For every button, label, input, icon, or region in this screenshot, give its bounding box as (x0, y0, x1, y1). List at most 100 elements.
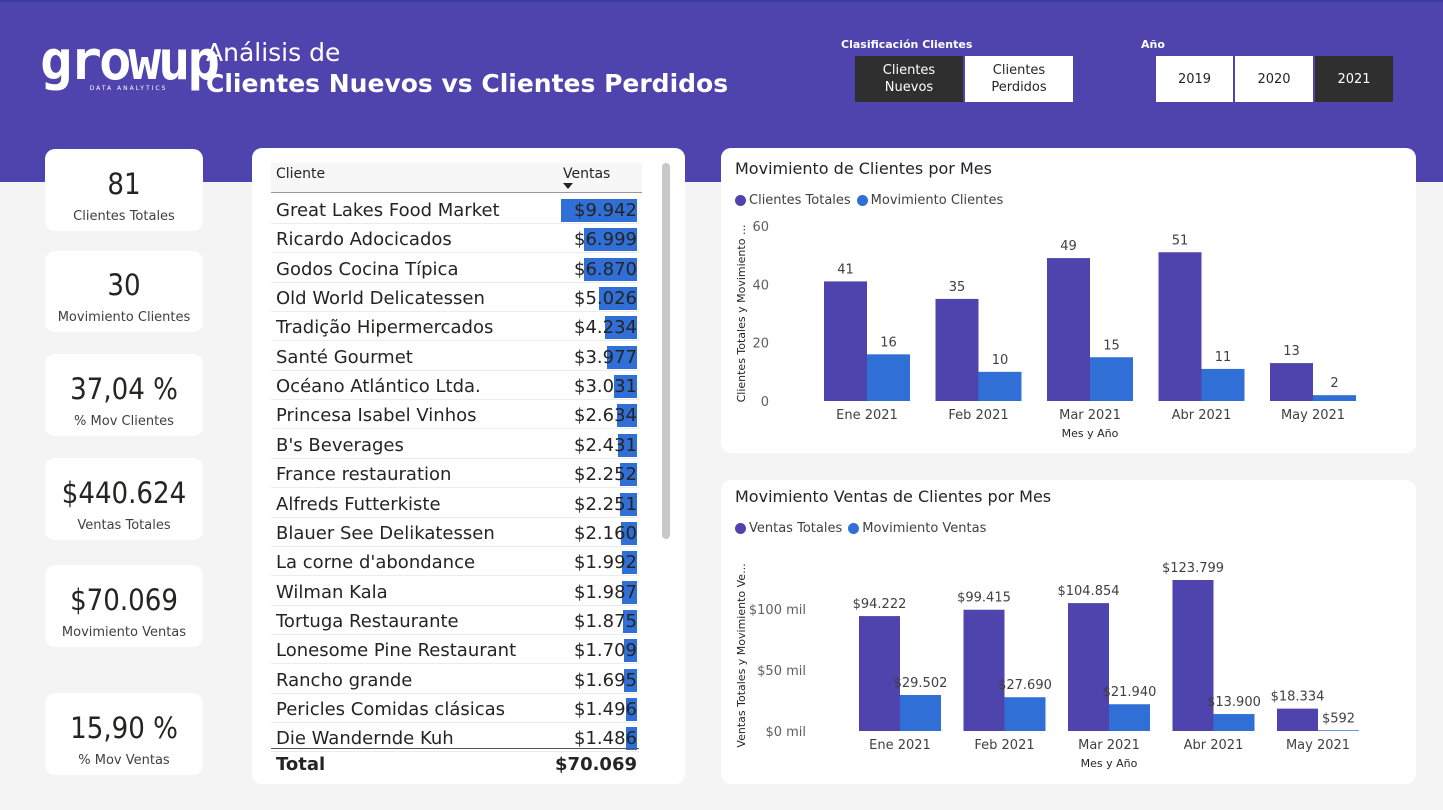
x-tick-label: Abr 2021 (1172, 408, 1232, 423)
table-row[interactable]: Great Lakes Food Market $9.942 (271, 195, 639, 224)
table-row[interactable]: Rancho grande $1.695 (271, 665, 639, 694)
y-tick-label: 20 (752, 337, 769, 352)
table-row[interactable]: Alfreds Futterkiste $2.251 (271, 489, 639, 518)
legend-label: Movimiento Ventas (862, 521, 987, 536)
x-tick-label: Feb 2021 (948, 408, 1008, 423)
slicer-option-2019[interactable]: 2019 (1156, 56, 1233, 102)
databar (584, 257, 637, 281)
table-row[interactable]: Princesa Isabel Vinhos $2.634 (271, 400, 639, 430)
data-label: $27.690 (998, 678, 1052, 693)
table-row[interactable]: La corne d'abondance $1.992 (271, 547, 639, 577)
bar (1313, 395, 1356, 401)
table-row[interactable]: Santé Gourmet $3.977 (271, 342, 639, 371)
legend-dot-icon (735, 523, 746, 534)
cell-ventas: $5.026 (574, 288, 637, 310)
legend-label: Clientes Totales (749, 193, 851, 208)
cell-cliente: Lonesome Pine Restaurant (276, 640, 517, 662)
bar (978, 371, 1022, 401)
kpi-label: % Mov Clientes (74, 414, 174, 429)
databar (625, 697, 637, 721)
cell-ventas: $1.875 (574, 610, 637, 632)
slicer-option-clientes-perdidos[interactable]: Clientes Perdidos (965, 56, 1073, 102)
data-label: $104.854 (1057, 584, 1119, 599)
cell-ventas: $2.634 (574, 405, 637, 427)
databar (625, 727, 637, 751)
table-row[interactable]: Tortuga Restaurante $1.875 (271, 606, 639, 635)
column-header-ventas[interactable]: Ventas (563, 166, 611, 182)
legend-dot-icon (856, 195, 868, 206)
table-scrollbar[interactable] (662, 163, 670, 539)
kpi-value: 81 (107, 167, 141, 201)
data-label: 51 (1172, 233, 1189, 248)
bar (1090, 357, 1133, 401)
legend-item-movimiento-clientes[interactable]: Movimiento Clientes (856, 193, 1003, 208)
legend-item-clientes-totales[interactable]: Clientes Totales (735, 193, 851, 208)
table-row[interactable]: Die Wandernde Kuh $1.486 (271, 723, 639, 753)
cell-ventas: $2.252 (574, 464, 637, 486)
cell-cliente: Princesa Isabel Vinhos (276, 405, 477, 427)
data-label: $29.502 (894, 676, 948, 691)
y-tick-label: $100 mil (749, 603, 806, 618)
x-tick-label: Abr 2021 (1184, 738, 1244, 753)
x-tick-label: May 2021 (1281, 408, 1345, 423)
kpi-value: 30 (107, 268, 141, 302)
logo-subtitle: DATA ANALYTICS (89, 85, 168, 92)
table-row[interactable]: Wilman Kala $1.987 (271, 577, 639, 606)
table-row[interactable]: Blauer See Delikatessen $2.160 (271, 518, 639, 547)
legend-item-movimiento-ventas[interactable]: Movimiento Ventas (848, 521, 986, 536)
data-label: 10 (992, 353, 1009, 368)
clientes-table-panel (252, 148, 685, 784)
table-row[interactable]: Ricardo Adocicados $6.999 (271, 224, 639, 254)
table-row[interactable]: France restauration $2.252 (271, 459, 639, 489)
cell-cliente: Pericles Comidas clásicas (276, 698, 506, 720)
slicer-option-clientes-nuevos[interactable]: Clientes Nuevos (855, 56, 963, 102)
slicer-option-2020[interactable]: 2020 (1235, 56, 1313, 102)
cell-ventas: $6.870 (574, 258, 637, 280)
legend-label: Ventas Totales (749, 521, 843, 536)
cell-ventas: $2.251 (574, 493, 637, 515)
x-axis-label: Mes y Año (1062, 427, 1119, 440)
growup-logo: growup DATA ANALYTICS (40, 34, 220, 93)
cell-ventas: $1.992 (574, 552, 637, 574)
kpi-pct-mov-ventas: 15,90 % % Mov Ventas (45, 693, 203, 775)
x-tick-label: Mar 2021 (1078, 738, 1140, 753)
table-row[interactable]: Old World Delicatessen $5.026 (271, 283, 639, 313)
kpi-movimiento-clientes: 30 Movimiento Clientes (45, 251, 203, 332)
bar (1201, 368, 1245, 401)
table-row[interactable]: B's Beverages $2.431 (271, 430, 639, 459)
legend-dot-icon (848, 523, 860, 534)
bar (900, 695, 941, 731)
table-row[interactable]: Lonesome Pine Restaurant $1.709 (271, 635, 639, 665)
column-header-cliente[interactable]: Cliente (276, 166, 326, 182)
table-row[interactable]: Godos Cocina Típica $6.870 (271, 254, 639, 283)
cell-ventas: $6.999 (574, 229, 637, 251)
sort-descending-icon[interactable] (563, 183, 573, 189)
data-label: 49 (1060, 239, 1077, 254)
slicer-option-2021[interactable]: 2021 (1315, 56, 1393, 102)
bar (935, 298, 979, 401)
databar (619, 492, 637, 516)
slicer-option-label: Clientes Perdidos (991, 63, 1047, 95)
cell-ventas: $1.709 (574, 640, 637, 662)
x-tick-label: Ene 2021 (869, 738, 931, 753)
y-axis-label: Ventas Totales y Movimiento Ve... (735, 563, 748, 747)
databar (619, 463, 637, 487)
data-label: 15 (1103, 338, 1120, 353)
databar (618, 433, 637, 457)
kpi-clientes-totales: 81 Clientes Totales (45, 149, 203, 231)
databar (623, 639, 637, 663)
data-label: 41 (837, 262, 854, 277)
legend-item-ventas-totales[interactable]: Ventas Totales (735, 521, 842, 536)
page-title-line2: Clientes Nuevos vs Clientes Perdidos (206, 69, 729, 98)
bar (867, 354, 910, 401)
bar (1277, 708, 1318, 731)
table-row[interactable]: Pericles Comidas clásicas $1.496 (271, 694, 639, 723)
table-row[interactable]: Océano Atlántico Ltda. $3.031 (271, 371, 639, 401)
databar (583, 228, 637, 252)
cell-cliente: B's Beverages (276, 434, 404, 456)
y-tick-label: $50 mil (757, 664, 806, 679)
table-row[interactable]: Tradição Hipermercados $4.234 (271, 312, 639, 342)
chart-ventas-title: Movimiento Ventas de Clientes por Mes (735, 487, 1052, 506)
cell-ventas: $3.031 (574, 376, 637, 398)
slicer-clasificacion-label: Clasificación Clientes (841, 38, 973, 51)
